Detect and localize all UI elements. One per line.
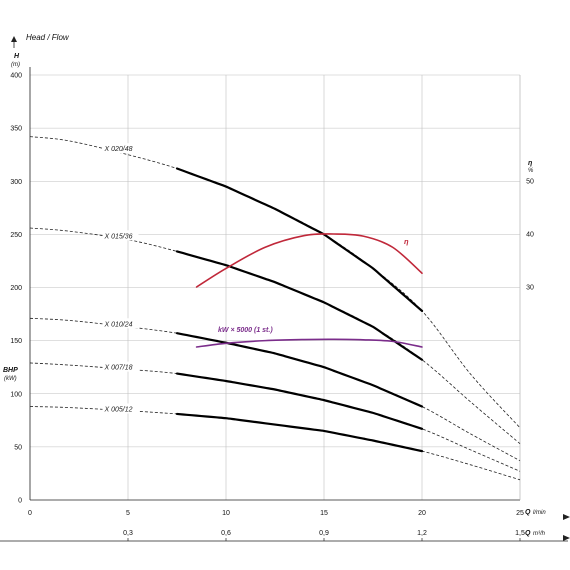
curve-solid-X-007-18 <box>175 372 424 430</box>
x2-tick-label: 0,3 <box>123 530 133 537</box>
efficiency-label: η <box>404 237 409 246</box>
axes <box>0 36 570 542</box>
title-arrow-icon <box>11 36 17 42</box>
power-curve-group <box>195 338 423 348</box>
series-label: X 010/24 <box>103 321 132 328</box>
chart-title: Head / Flow <box>26 33 70 42</box>
series-label: X 007/18 <box>103 365 132 372</box>
series-label-bg <box>102 361 139 372</box>
eta-tick-label: 30 <box>526 285 534 292</box>
y-tick-label: 50 <box>14 444 22 451</box>
bhp-axis-label: BHP <box>3 367 18 374</box>
power-curve <box>195 338 423 348</box>
x-tick-label: 20 <box>418 510 426 517</box>
x-tick-label: 5 <box>126 510 130 517</box>
x2-tick-label: 1,5 <box>515 530 525 537</box>
y-tick-label: 300 <box>10 179 22 186</box>
series-label-bg <box>102 318 139 329</box>
series-label-bg <box>102 403 139 414</box>
eta-axis-unit: % <box>528 168 534 174</box>
y-tick-label: 350 <box>10 126 22 133</box>
curve-dashed-X-005-12 <box>29 406 521 481</box>
series-label: X 005/12 <box>103 406 132 413</box>
x-tick-label: 10 <box>222 510 230 517</box>
x-axis-arrow-icon <box>563 514 570 520</box>
efficiency-curve <box>195 233 423 288</box>
gridlines <box>30 74 521 500</box>
curve-dashed-X-007-18 <box>29 362 521 472</box>
series-label-bg <box>102 230 139 241</box>
x-tick-label: 0 <box>28 510 32 517</box>
y-tick-label: 200 <box>10 285 22 292</box>
x-axis-label: Q <box>525 509 531 516</box>
x-tick-label: 15 <box>320 510 328 517</box>
y-axis-label: H <box>14 53 20 60</box>
bhp-axis-unit: (kW) <box>4 376 17 382</box>
title-group: Head / Flow H (m) BHP (kW) η % Q l/min Q… <box>3 33 546 537</box>
y-tick-label: 250 <box>10 232 22 239</box>
series-label: X 015/36 <box>103 233 132 240</box>
curve-solid-X-020-48 <box>175 167 424 312</box>
x2-axis-arrow-icon <box>563 535 570 541</box>
efficiency-curve-group <box>195 233 423 288</box>
pump-curves: X 020/48 X 015/36 X 010/24 X 007/18 X 005/12 <box>29 136 521 481</box>
eta-tick-label: 50 <box>526 179 534 186</box>
x2-axis-unit: m³/h <box>533 531 546 537</box>
y-tick-label: 150 <box>10 338 22 345</box>
x-axis-unit: l/min <box>533 510 546 516</box>
y-tick-label: 400 <box>10 73 22 80</box>
x-tick-label: 25 <box>516 510 524 517</box>
series-label-bg <box>102 143 139 154</box>
x2-tick-label: 0,9 <box>319 530 329 537</box>
curve-solid-X-010-24 <box>175 332 424 408</box>
x2-tick-label: 1,2 <box>417 530 427 537</box>
series-label: X 020/48 <box>103 146 132 153</box>
x2-axis-label: Q <box>525 530 531 537</box>
y-tick-label: 100 <box>10 391 22 398</box>
curve-solid-X-005-12 <box>175 412 424 453</box>
power-label: kW × 5000 (1 st.) <box>218 327 273 334</box>
curve-solid-X-015-36 <box>175 250 424 361</box>
eta-tick-label: 40 <box>526 232 534 239</box>
x2-tick-label: 0,6 <box>221 530 231 537</box>
y-tick-label: 0 <box>18 498 22 505</box>
tick-labels: 0 50 100 150 200 250 300 350 400 0 5 10 15 20 25 0,3 0,6… <box>10 73 534 541</box>
eta-axis-label: η <box>528 160 532 167</box>
y-axis-unit: (m) <box>11 62 20 68</box>
